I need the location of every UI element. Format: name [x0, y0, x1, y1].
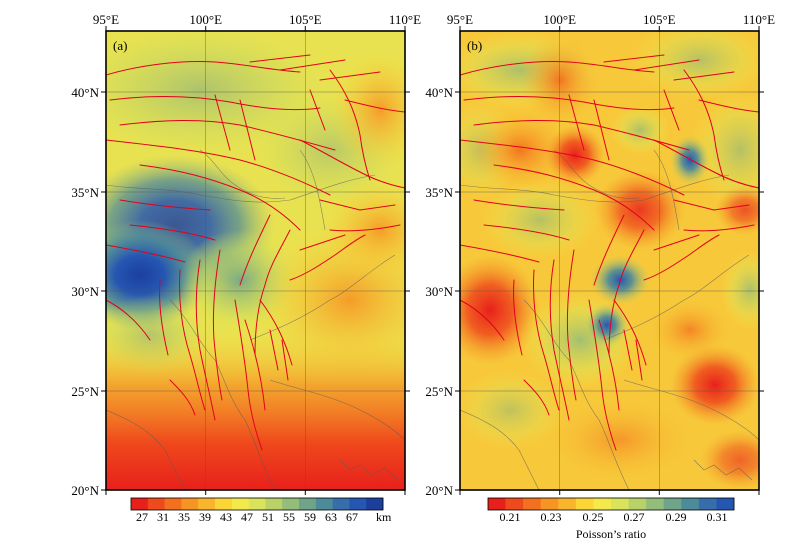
colorbar-tick-label: 27: [136, 510, 148, 524]
panel-a-lon-tick-label: 110°E: [389, 12, 421, 27]
colorbar-swatch: [349, 498, 367, 510]
panel-a-lat-tick-label: 25°N: [71, 384, 99, 399]
colorbar-tick-label: 43: [220, 510, 232, 524]
panel-a-lon-tick-label: 95°E: [93, 12, 119, 27]
panel-b-label: (b): [467, 38, 482, 53]
colorbar-swatch: [523, 498, 542, 510]
panel-a-colorbar: [130, 497, 384, 511]
panel-b-ticks: [455, 26, 764, 495]
panel-a-field: [106, 31, 405, 490]
panel-a-lon-labels: 95°E 100°E 105°E 110°E: [93, 12, 421, 27]
colorbar-tick-label: 63: [325, 510, 337, 524]
colorbar-swatch: [505, 498, 524, 510]
panel-a-graticule: [106, 31, 405, 490]
colorbar-swatch: [611, 498, 629, 510]
panel-b-lon-tick-label: 100°E: [543, 12, 576, 27]
colorbar-swatch: [540, 498, 559, 510]
panel-b-poisson-ratio-map: (b) 95°E 100°E 105°E 110°E 40°N 35°N 30°…: [425, 12, 775, 541]
colorbar-tick-label: 47: [241, 510, 253, 524]
panel-a-colorbar-ticks: 27 31 35 39 43 47 51 55 59 63 67: [136, 510, 358, 524]
colorbar-swatch: [646, 498, 665, 510]
panel-b-graticule: [460, 31, 759, 490]
panel-b-lon-tick-label: 95°E: [447, 12, 473, 27]
panel-b-lon-tick-label: 110°E: [743, 12, 775, 27]
colorbar-swatch: [366, 498, 384, 510]
colorbar-frame: [487, 497, 735, 511]
colorbar-swatch: [248, 498, 266, 510]
colorbar-swatch: [575, 498, 594, 510]
panel-a-faults: [106, 54, 405, 451]
colorbar-swatch: [282, 498, 300, 510]
colorbar-tick-label: 0.23: [541, 510, 562, 524]
colorbar-swatch: [265, 498, 283, 510]
colorbar-tick-label: 0.25: [583, 510, 604, 524]
colorbar-swatch: [131, 498, 149, 510]
colorbar-tick-label: 59: [304, 510, 316, 524]
colorbar-tick-label: 67: [346, 510, 358, 524]
colorbar-tick-label: 35: [178, 510, 190, 524]
panel-a-frame: [105, 30, 406, 491]
panel-b-colorbar-ticks: 0.21 0.23 0.25 0.27 0.29 0.31: [500, 510, 728, 524]
panel-a-lon-tick-label: 100°E: [189, 12, 222, 27]
colorbar-swatch: [628, 498, 647, 510]
panel-a-lat-tick-label: 35°N: [71, 185, 99, 200]
colorbar-swatch: [299, 498, 317, 510]
panel-b-colorbar-title: Poisson’s ratio: [576, 527, 646, 541]
colorbar-swatch: [488, 498, 506, 510]
colorbar-tick-label: 0.27: [624, 510, 645, 524]
colorbar-swatch: [231, 498, 249, 510]
panel-a-lat-labels: 40°N 35°N 30°N 25°N 20°N: [71, 85, 99, 498]
colorbar-swatch: [164, 498, 182, 510]
panel-b-boundaries: [460, 149, 759, 490]
panel-b-faults: [460, 54, 759, 451]
panel-b-colorbar: [487, 497, 735, 511]
colorbar-tick-label: 51: [262, 510, 274, 524]
panel-a-boundaries: [106, 149, 405, 490]
colorbar-tick-label: 0.21: [500, 510, 521, 524]
panel-a-crustal-thickness-map: (a) 95°E 100°E 105°E 110°E 40°N 35°N 30°…: [71, 12, 421, 524]
colorbar-swatch: [198, 498, 216, 510]
panel-b-lat-tick-label: 20°N: [425, 483, 453, 498]
panel-a-lat-tick-label: 30°N: [71, 284, 99, 299]
colorbar-swatch: [558, 498, 577, 510]
panel-a-colorbar-unit: km: [376, 510, 392, 524]
panel-b-frame: [459, 30, 760, 491]
colorbar-swatch: [215, 498, 233, 510]
colorbar-tick-label: 0.31: [707, 510, 728, 524]
panel-b-lat-labels: 40°N 35°N 30°N 25°N 20°N: [425, 85, 453, 498]
colorbar-swatch: [147, 498, 165, 510]
panel-a-ticks: [101, 26, 410, 495]
panel-b-lat-tick-label: 30°N: [425, 284, 453, 299]
panel-b-lat-tick-label: 25°N: [425, 384, 453, 399]
colorbar-tick-label: 0.29: [666, 510, 687, 524]
panel-b-field: [460, 31, 759, 490]
colorbar-swatch: [698, 498, 717, 510]
panel-b-lat-tick-label: 35°N: [425, 185, 453, 200]
colorbar-swatch: [315, 498, 333, 510]
panel-a-label: (a): [113, 38, 127, 53]
panel-a-lon-tick-label: 105°E: [289, 12, 322, 27]
colorbar-swatch: [332, 498, 350, 510]
panel-a-lat-tick-label: 40°N: [71, 85, 99, 100]
colorbar-tick-label: 39: [199, 510, 211, 524]
colorbar-swatch: [681, 498, 700, 510]
colorbar-swatch: [593, 498, 612, 510]
panel-a-lat-tick-label: 20°N: [71, 483, 99, 498]
colorbar-swatch: [716, 498, 735, 510]
colorbar-swatch: [663, 498, 682, 510]
panel-b-lon-labels: 95°E 100°E 105°E 110°E: [447, 12, 775, 27]
colorbar-tick-label: 31: [157, 510, 169, 524]
panel-b-lon-tick-label: 105°E: [643, 12, 676, 27]
colorbar-swatch: [181, 498, 199, 510]
colorbar-frame: [130, 497, 384, 511]
panel-b-lat-tick-label: 40°N: [425, 85, 453, 100]
colorbar-tick-label: 55: [283, 510, 295, 524]
